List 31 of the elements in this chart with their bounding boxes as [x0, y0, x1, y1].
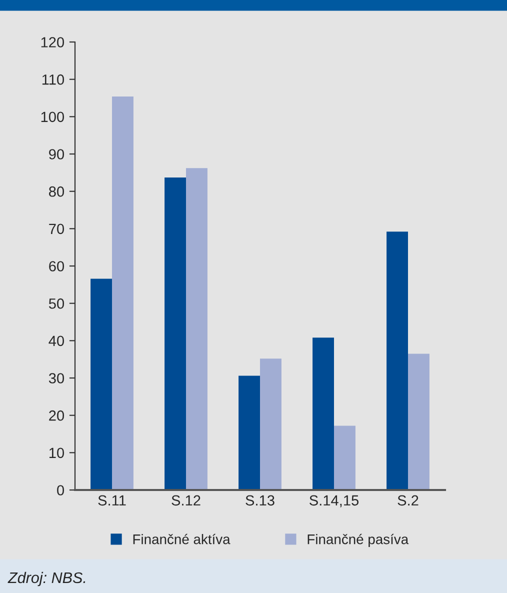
bar: [164, 178, 186, 490]
x-tick-label: S.13: [246, 495, 274, 506]
bar: [312, 338, 334, 490]
y-tick-label: 0: [57, 485, 64, 496]
legend-label: Finančné aktíva: [133, 534, 230, 544]
y-tick-label: 80: [48, 186, 64, 197]
y-tick-label: 100: [41, 112, 64, 122]
y-tick-label: 60: [49, 261, 64, 272]
y-tick-label: 30: [48, 373, 64, 384]
y-tick-label: 70: [49, 224, 64, 234]
y-tick-label: 40: [48, 336, 64, 346]
x-tick-label: S.2: [398, 495, 418, 506]
x-tick-label: S.11: [98, 495, 126, 506]
x-tick-label: S.14,15: [310, 495, 359, 508]
x-tick-label: S.12: [172, 495, 200, 506]
text: Zdroj: NBS.: [8, 572, 86, 586]
bar: [90, 278, 112, 490]
y-tick-label: 90: [49, 149, 64, 160]
y-tick-label: 20: [49, 410, 64, 421]
y-tick-label: 110: [42, 74, 64, 85]
y-tick-label: 50: [48, 298, 64, 309]
bar: [334, 426, 356, 490]
bar: [386, 232, 408, 490]
bar: [112, 96, 134, 490]
y-tick-label: 10: [49, 448, 64, 458]
y-tick-label: 120: [41, 37, 64, 48]
bar: [238, 376, 260, 490]
bar: [408, 354, 430, 490]
bar: [186, 168, 208, 490]
legend-label: Finančné pasíva: [308, 534, 409, 547]
bar: [260, 358, 282, 490]
